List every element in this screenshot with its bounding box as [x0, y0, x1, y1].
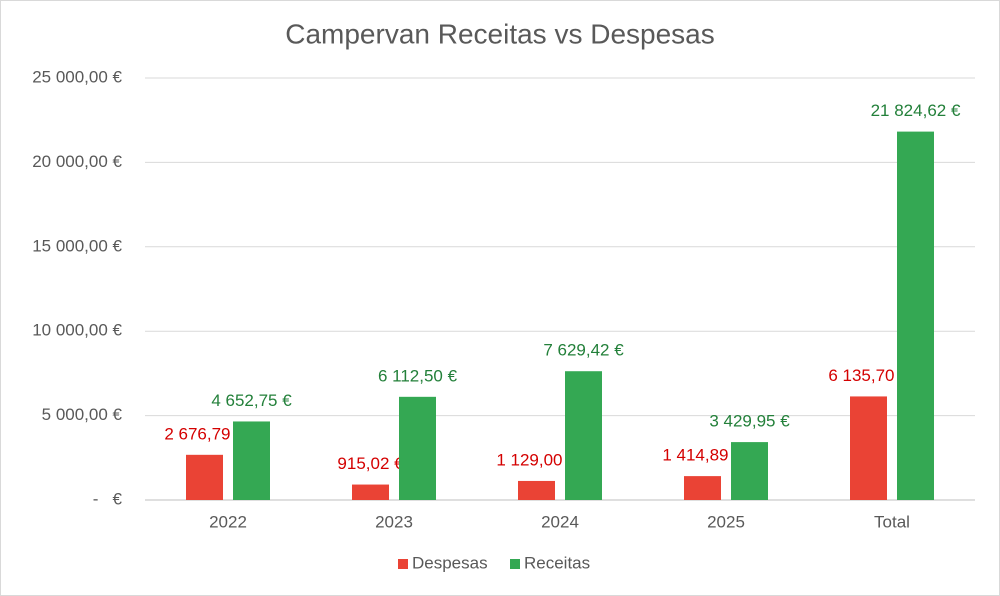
x-tick-label: 2023	[375, 512, 413, 531]
bar	[850, 396, 887, 500]
bar	[399, 396, 436, 500]
y-tick-label: - €	[93, 489, 123, 508]
bar	[684, 476, 721, 500]
x-tick-label: 2025	[707, 512, 745, 531]
bar	[565, 371, 602, 500]
y-tick-label: 10 000,00 €	[32, 321, 122, 340]
x-tick-label: Total	[874, 512, 910, 531]
y-tick-label: 15 000,00 €	[32, 236, 122, 255]
legend-label: Receitas	[524, 553, 590, 572]
y-tick-label: 20 000,00 €	[32, 152, 122, 171]
x-tick-label: 2024	[541, 512, 579, 531]
value-label: 2 676,79 €	[164, 424, 245, 443]
value-label: 4 652,75 €	[211, 391, 292, 410]
value-label: 6 112,50 €	[378, 366, 458, 385]
value-label: 915,02 €	[337, 454, 404, 473]
value-label: 3 429,95 €	[709, 412, 790, 431]
bar	[731, 442, 768, 500]
value-label: 1 129,00 €	[496, 450, 577, 469]
value-label: 1 414,89 €	[662, 446, 743, 465]
bar	[518, 480, 555, 500]
y-tick-label: 5 000,00 €	[42, 405, 123, 424]
bar	[897, 131, 934, 501]
value-label: 21 824,62 €	[871, 101, 961, 120]
x-tick-label: 2022	[209, 512, 247, 531]
value-label: 6 135,70 €	[828, 366, 909, 385]
y-tick-label: 25 000,00 €	[32, 67, 122, 86]
chart-title: Campervan Receitas vs Despesas	[285, 18, 715, 49]
bar	[186, 454, 223, 500]
bar	[233, 421, 270, 500]
legend-swatch	[398, 559, 408, 569]
bar	[352, 484, 389, 500]
legend-swatch	[510, 559, 520, 569]
legend-label: Despesas	[412, 553, 488, 572]
value-label: 7 629,42 €	[543, 341, 624, 360]
